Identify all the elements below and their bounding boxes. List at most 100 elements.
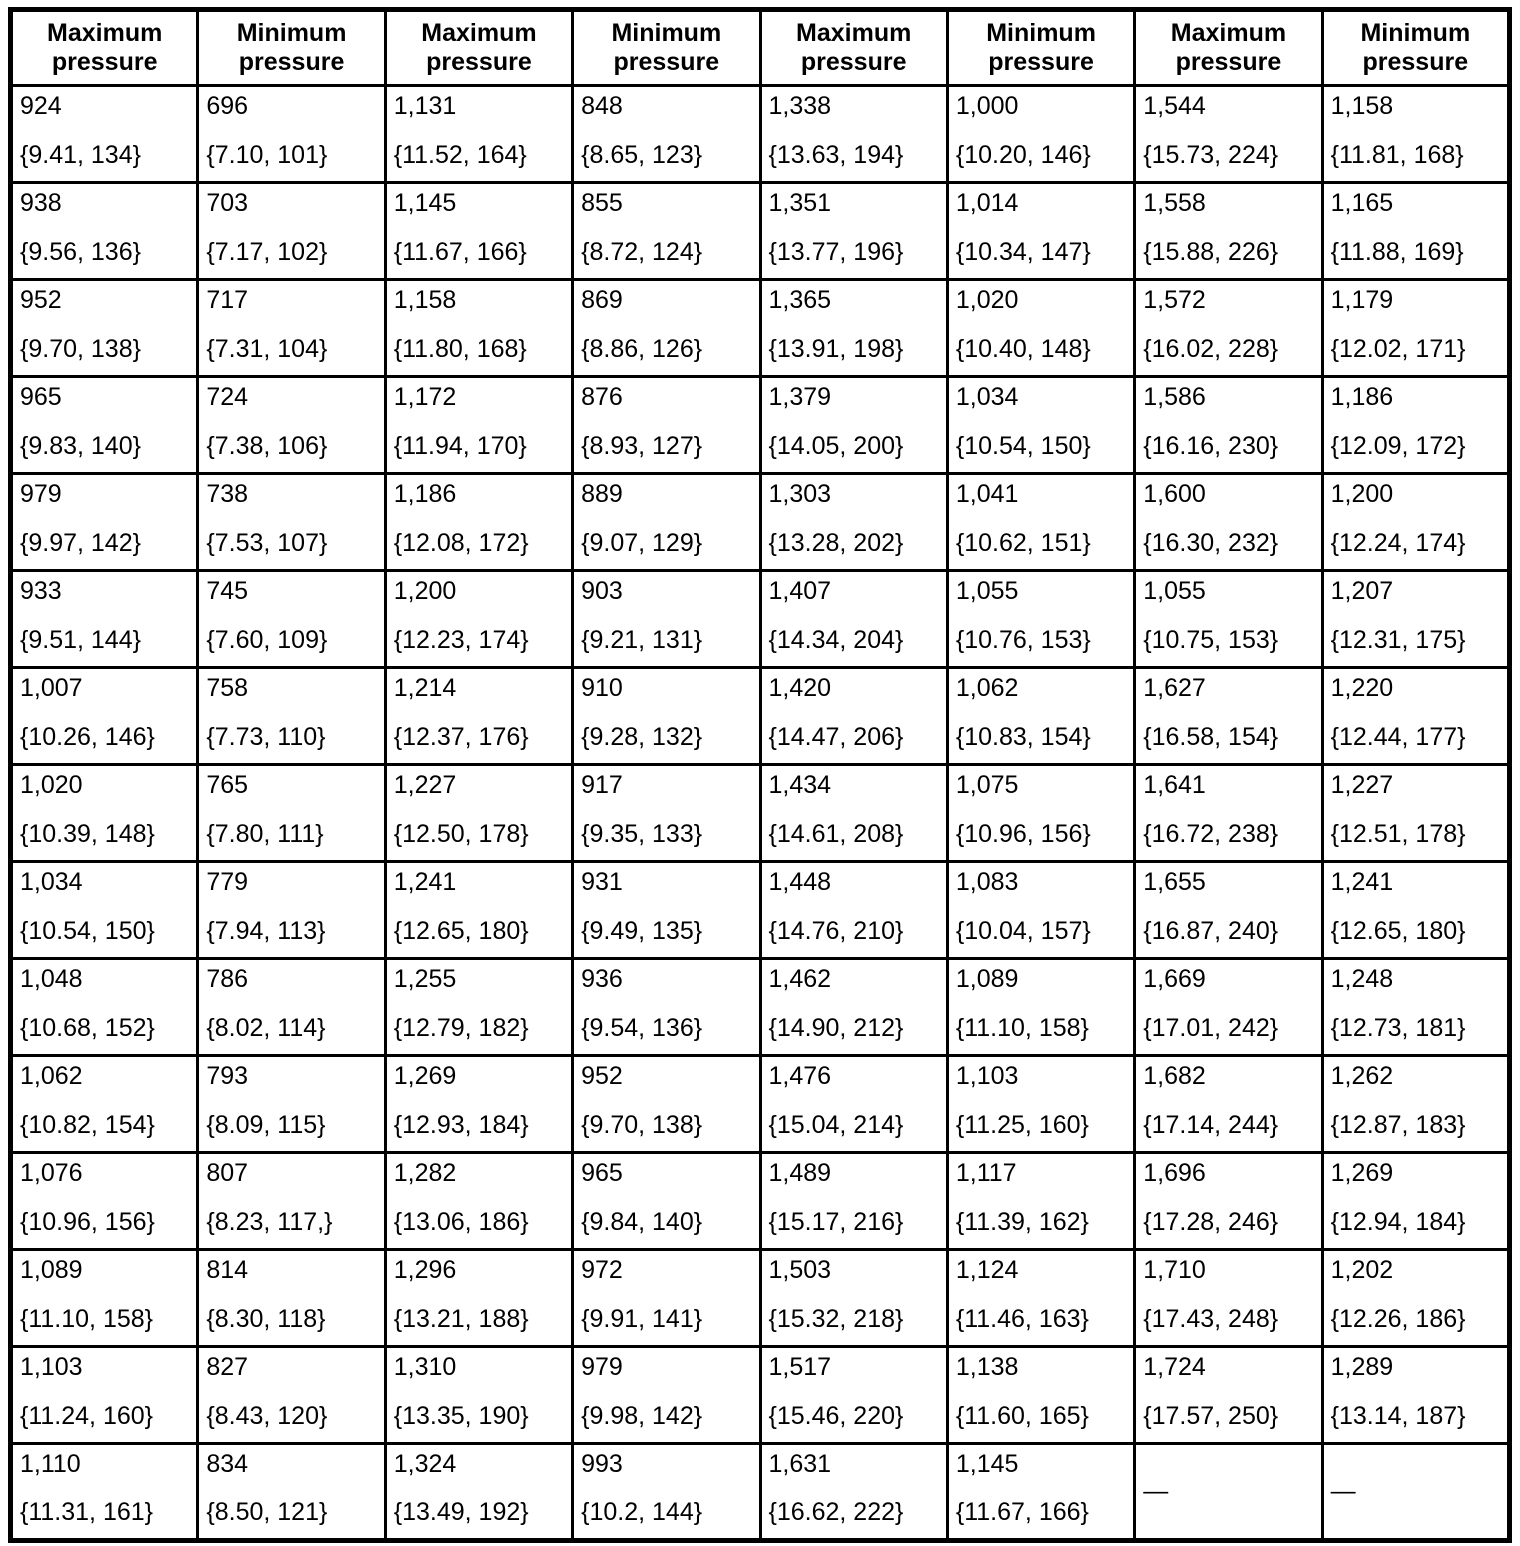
pressure-value: 738 — [206, 480, 249, 508]
table-cell: 1,248 {12.73, 181} — [1320, 957, 1512, 1057]
pressure-value: 1,214 — [393, 674, 457, 702]
cell-content: 1,241 {12.65, 180} — [1325, 865, 1506, 956]
pressure-value: 1,062 — [955, 674, 1019, 702]
pressure-interval: {16.87, 240} — [1143, 917, 1279, 945]
pressure-interval: {9.21, 131} — [581, 626, 703, 654]
cell-content: 1,289 {13.14, 187} — [1325, 1350, 1506, 1441]
pressure-value: 952 — [20, 286, 62, 314]
cell-content: 1,476 {15.04, 214} — [763, 1059, 944, 1150]
pressure-interval: {8.86, 126} — [581, 335, 703, 363]
table-row: 965 {9.83, 140} 724 {7.38, 106} 1,172 {11.94,… — [8, 375, 1512, 475]
table-cell: 965 {9.84, 140} — [571, 1151, 762, 1251]
pressure-value: 1,048 — [20, 965, 83, 993]
pressure-interval: {11.94, 170} — [393, 432, 527, 460]
cell-content: 1,000 {10.20, 146} — [950, 89, 1131, 180]
header-row: Maximum pressure Minimum pressure Maximum … — [8, 8, 1512, 87]
pressure-value: 1,289 — [1330, 1353, 1394, 1381]
table-cell: 1,000 {10.20, 146} — [945, 84, 1137, 184]
pressure-value: 1,448 — [768, 868, 832, 896]
cell-content: 1,696 {17.28, 246} — [1138, 1156, 1319, 1247]
table-cell: 1,089 {11.10, 158} — [945, 957, 1137, 1057]
pressure-value: 1,075 — [955, 771, 1019, 799]
table-cell: 1,489 {15.17, 216} — [758, 1151, 949, 1251]
pressure-value: 1,165 — [1330, 189, 1394, 217]
pressure-value: 703 — [206, 189, 249, 217]
table-cell: 1,476 {15.04, 214} — [758, 1054, 949, 1154]
pressure-value: 1,303 — [768, 480, 832, 508]
cell-content: 1,075 {10.96, 156} — [950, 768, 1131, 859]
cell-content: 724 {7.38, 106} — [201, 380, 382, 471]
table-cell: 1,517 {15.46, 220} — [758, 1345, 949, 1445]
pressure-interval: {15.32, 218} — [768, 1305, 904, 1333]
pressure-value: 1,544 — [1143, 92, 1206, 120]
pressure-value: 848 — [581, 92, 623, 120]
cell-content: 1,600 {16.30, 232} — [1138, 477, 1319, 568]
pressure-value: 1,420 — [768, 674, 832, 702]
cell-content: 1,586 {16.16, 230} — [1138, 380, 1319, 471]
pressure-interval: {14.76, 210} — [768, 917, 904, 945]
cell-content: 1,124 {11.46, 163} — [950, 1253, 1131, 1344]
pressure-interval: {10.68, 152} — [20, 1014, 155, 1042]
cell-content: 1,572 {16.02, 228} — [1138, 283, 1319, 374]
pressure-interval: {17.43, 248} — [1143, 1305, 1279, 1333]
table-cell: 855 {8.72, 124} — [571, 181, 762, 281]
pressure-value: 1,103 — [20, 1353, 83, 1381]
table-cell: 993 {10.2, 144} — [571, 1442, 762, 1542]
cell-content: 1,014 {10.34, 147} — [950, 186, 1131, 277]
cell-content: 869 {8.86, 126} — [576, 283, 757, 374]
cell-content: 1,338 {13.63, 194} — [763, 89, 944, 180]
pressure-value: 965 — [20, 383, 62, 411]
pressure-value: 1,179 — [1330, 286, 1394, 314]
cell-content: 1,007 {10.26, 146} — [14, 671, 195, 762]
cell-content: 936 {9.54, 136} — [576, 962, 757, 1053]
table-cell: 933 {9.51, 144} — [8, 569, 200, 669]
pressure-value: 1,586 — [1143, 383, 1206, 411]
pressure-value: 938 — [20, 189, 62, 217]
pressure-interval: {9.98, 142} — [581, 1402, 703, 1430]
pressure-interval: {7.31, 104} — [206, 335, 328, 363]
table-cell: 917 {9.35, 133} — [571, 763, 762, 863]
cell-content: 855 {8.72, 124} — [576, 186, 757, 277]
pressure-interval: {8.09, 115} — [206, 1111, 326, 1139]
table-cell: 1,075 {10.96, 156} — [945, 763, 1137, 863]
pressure-interval: {11.10, 158} — [20, 1305, 154, 1333]
pressure-value: 1,158 — [1330, 92, 1394, 120]
table-cell: 1,641 {16.72, 238} — [1133, 763, 1324, 863]
table-row: 1,110 {11.31, 161} 834 {8.50, 121} 1,324 {13.… — [8, 1442, 1512, 1542]
pressure-interval: {14.90, 212} — [768, 1014, 904, 1042]
cell-content: 979 {9.98, 142} — [576, 1350, 757, 1441]
cell-content: 738 {7.53, 107} — [201, 477, 382, 568]
table-cell: 703 {7.17, 102} — [196, 181, 387, 281]
table-cell: 1,289 {13.14, 187} — [1320, 1345, 1512, 1445]
table-cell: 696 {7.10, 101} — [196, 84, 387, 184]
cell-content: 979 {9.97, 142} — [14, 477, 195, 568]
table-cell: 938 {9.56, 136} — [8, 181, 200, 281]
table-cell: 1,172 {11.94, 170} — [383, 375, 575, 475]
table-row: 1,089 {11.10, 158} 814 {8.30, 118} 1,296 {13.… — [8, 1248, 1512, 1348]
cell-content: 1,669 {17.01, 242} — [1138, 962, 1319, 1053]
table-cell: 1,062 {10.82, 154} — [8, 1054, 200, 1154]
pressure-value: 1,669 — [1143, 965, 1206, 993]
table-cell: 758 {7.73, 110} — [196, 666, 387, 766]
table-cell: 779 {7.94, 113} — [196, 860, 387, 960]
cell-content: 972 {9.91, 141} — [576, 1253, 757, 1344]
pressure-interval: {11.25, 160} — [955, 1111, 1089, 1139]
cell-content: 1,062 {10.82, 154} — [14, 1059, 195, 1150]
table-cell: 1,303 {13.28, 202} — [758, 472, 949, 572]
pressure-interval: {13.28, 202} — [768, 529, 904, 557]
pressure-value: 1,220 — [1330, 674, 1394, 702]
pressure-value: 1,269 — [393, 1062, 457, 1090]
cell-content: 1,655 {16.87, 240} — [1138, 865, 1319, 956]
cell-content: 1,255 {12.79, 182} — [388, 962, 569, 1053]
pressure-interval: {16.02, 228} — [1143, 335, 1279, 363]
cell-content: 1,282 {13.06, 186} — [388, 1156, 569, 1247]
cell-content: 1,220 {12.44, 177} — [1325, 671, 1506, 762]
cell-content: 1,200 {12.23, 174} — [388, 574, 569, 665]
cell-content: 1,627 {16.58, 154} — [1138, 671, 1319, 762]
pressure-interval: {9.56, 136} — [20, 238, 141, 266]
table-row: 1,103 {11.24, 160} 827 {8.43, 120} 1,310 {13.… — [8, 1345, 1512, 1445]
pressure-interval: {10.82, 154} — [20, 1111, 155, 1139]
cell-content: 1,310 {13.35, 190} — [388, 1350, 569, 1441]
pressure-value: 1,007 — [20, 674, 83, 702]
pressure-value: 1,200 — [393, 577, 457, 605]
